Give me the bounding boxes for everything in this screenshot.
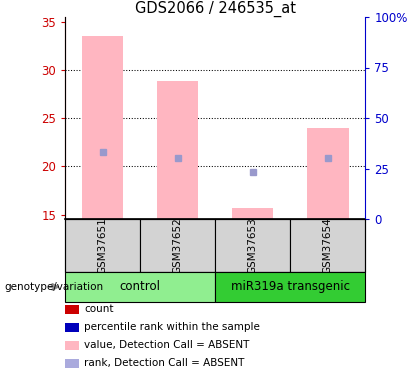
Text: GSM37651: GSM37651 <box>97 217 108 274</box>
Text: genotype/variation: genotype/variation <box>4 282 103 292</box>
Text: GSM37653: GSM37653 <box>248 217 258 274</box>
Text: GSM37652: GSM37652 <box>173 217 183 274</box>
Title: GDS2066 / 246535_at: GDS2066 / 246535_at <box>135 1 296 17</box>
Text: percentile rank within the sample: percentile rank within the sample <box>84 322 260 332</box>
Bar <box>307 128 349 219</box>
Text: value, Detection Call = ABSENT: value, Detection Call = ABSENT <box>84 340 249 350</box>
Bar <box>65 272 215 302</box>
Text: count: count <box>84 304 113 314</box>
Bar <box>82 36 123 219</box>
Bar <box>140 219 215 272</box>
Bar <box>215 272 365 302</box>
Bar <box>65 219 140 272</box>
Bar <box>157 81 198 219</box>
Bar <box>232 208 273 219</box>
Text: miR319a transgenic: miR319a transgenic <box>231 280 350 293</box>
Text: GSM37654: GSM37654 <box>323 217 333 274</box>
Text: rank, Detection Call = ABSENT: rank, Detection Call = ABSENT <box>84 358 244 368</box>
Text: control: control <box>120 280 161 293</box>
Bar <box>215 219 290 272</box>
Bar <box>290 219 365 272</box>
